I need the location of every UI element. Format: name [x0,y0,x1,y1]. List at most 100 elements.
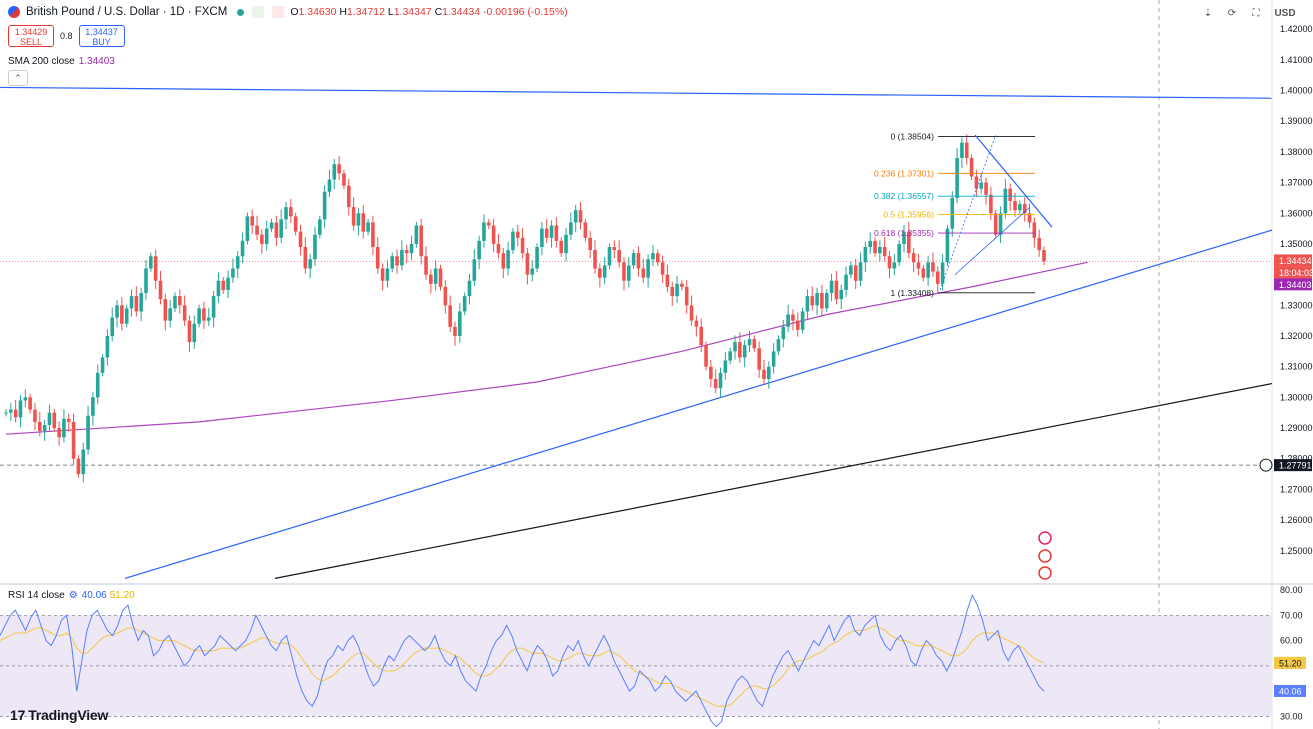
price-tick-label: 1.40000 [1280,86,1313,96]
buy-price: 1.34437 [85,27,118,37]
candle-body [588,237,592,251]
candle-body [969,158,974,177]
candle-body [689,305,694,321]
fib-level-label: 1 (1.33408) [891,288,935,298]
rsi-legend-label: RSI 14 close [8,590,65,601]
candle-body [839,289,844,300]
candle-body [853,265,858,281]
buy-button[interactable]: 1.34437 BUY [78,25,125,47]
price-tick-label: 1.28000 [1280,454,1313,464]
sell-button[interactable]: 1.34429 SELL [8,25,54,47]
candle-body [525,253,530,275]
candle-body [549,225,554,238]
candle-body [438,268,443,287]
rsi-line [0,593,1045,728]
fib-level-label: 0.236 (1.37301) [874,168,934,178]
market-open-icon [237,8,245,16]
candle-body [544,228,549,238]
candle-body [873,240,877,254]
candle-body [733,342,737,352]
refresh-icon[interactable]: ⟳ [1227,8,1237,19]
candle-body [163,299,168,321]
last-price-badge: 1.34434 [1279,256,1312,266]
candle-body [477,240,481,260]
candle-body [139,293,143,312]
tradingview-logo[interactable]: 17 TradingView [10,707,108,723]
candle-body [887,256,892,269]
candle-body [168,308,172,321]
candle-body [752,339,757,349]
candle-body [598,268,602,278]
symbol-title[interactable]: British Pound / U.S. Dollar · 1D · FXCM [26,6,228,18]
fib-trend-connector [939,134,997,291]
candle-body [757,348,761,370]
candle-body [298,231,303,248]
price-tick-label: 1.38000 [1280,147,1313,157]
buy-label: BUY [92,37,111,47]
ohlc-change: -0.00196 (-0.15%) [483,6,568,18]
candle-body [515,231,520,238]
candle-body [800,311,805,330]
candle-body [882,247,887,257]
candle-body [1008,188,1013,201]
rsi-ma-line [0,624,1045,707]
candle-body [42,424,47,432]
candle-body [540,228,544,248]
candle-body [646,259,650,278]
candle-body [52,412,57,429]
candle-body [916,262,921,269]
economic-event-icon [1038,566,1052,580]
candle-body [158,280,163,300]
rsi-ma-badge: 51.20 [1279,658,1302,668]
collapse-indicators-button[interactable]: ⌃ [8,70,28,86]
flag-tag-icon[interactable] [252,6,265,18]
candle-body [824,293,829,309]
support-trendline [124,229,1273,579]
descending-channel-bottom [954,206,1031,275]
sma-legend[interactable]: SMA 200 close 1.34403 [8,56,115,67]
currency-selector[interactable]: USD [1274,8,1296,19]
alert-tag-icon[interactable] [272,6,285,18]
rsi-value-badge-bg [1274,684,1306,697]
candle-body [921,268,926,278]
candle-body [105,335,110,358]
rsi-tick-label: 70.00 [1280,610,1303,620]
candle-body [684,286,689,306]
candle-body [400,250,404,266]
candle-body [255,225,259,235]
rsi-legend[interactable]: RSI 14 close ⚙ 40.06 51.20 [8,590,135,601]
candle-body [694,320,699,327]
descending-channel-top [974,134,1053,228]
candle-body [984,182,988,195]
candle-body [28,397,32,410]
chart-header: British Pound / U.S. Dollar · 1D · FXCM … [8,6,568,18]
candle-body [979,182,984,189]
candle-body [878,247,882,254]
candle-body [308,259,312,269]
candle-body [820,293,824,309]
rsi-tick-label: 80.00 [1280,585,1303,595]
candle-body [583,222,588,238]
candle-body [221,280,226,290]
candle-body [496,243,501,254]
flag-icon [8,6,20,18]
candle-body [448,305,452,327]
candle-body [129,296,134,309]
candle-body [390,256,395,269]
candle-body [115,305,119,318]
candle-body [960,142,964,159]
fullscreen-icon[interactable]: ⛶ [1252,8,1260,19]
candle-body [429,274,433,284]
candle-body [602,265,607,278]
download-icon[interactable]: ⇣ [1203,8,1213,19]
rsi-settings-icon[interactable]: ⚙ [68,590,78,601]
rsi-ma-legend-value: 51.20 [109,590,135,601]
economic-event-icon [1038,531,1052,545]
candle-body [144,268,148,294]
candle-body [279,219,283,238]
hline-price-badge-bg [1274,459,1312,472]
candle-body [95,372,100,398]
candle-body [62,418,66,438]
candle-body [858,262,863,281]
